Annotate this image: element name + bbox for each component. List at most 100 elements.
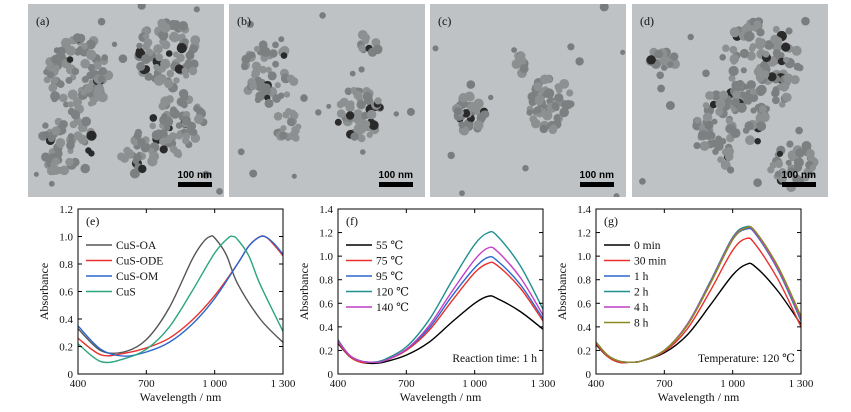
series-line [78, 235, 283, 364]
scale-bar-label-d: 100 nm [781, 170, 816, 181]
nanoparticle [287, 118, 296, 127]
nanoparticle [259, 65, 267, 74]
nanoparticle [458, 121, 466, 129]
nanoparticle [132, 157, 140, 165]
nanoparticle [80, 163, 90, 174]
panel-label: (g) [604, 214, 618, 228]
y-tick-label: 0.2 [59, 342, 73, 354]
nanoparticle [286, 74, 295, 83]
nanoparticle [143, 38, 153, 47]
nanoparticle [143, 33, 150, 40]
nanoparticle [350, 87, 357, 94]
nanoparticle [185, 51, 195, 60]
nanoparticle [149, 114, 158, 122]
nanoparticle [216, 188, 223, 195]
nanoparticle [175, 131, 184, 140]
nanoparticle [42, 131, 50, 139]
nanoparticle [727, 166, 735, 174]
nanoparticle [533, 106, 542, 114]
nanoparticle [728, 74, 736, 82]
nanoparticle [183, 72, 190, 79]
nanoparticle [241, 54, 251, 64]
y-tick-label: 1.2 [319, 228, 333, 240]
nanoparticle [567, 43, 575, 51]
nanoparticle [693, 142, 701, 150]
nanoparticle [374, 97, 382, 105]
nanoparticle [50, 91, 61, 102]
nanoparticle [264, 98, 274, 108]
nanoparticle [161, 113, 168, 120]
nanoparticle [795, 148, 805, 158]
nanoparticle [159, 137, 168, 146]
nanoparticle [350, 132, 359, 141]
nanoparticle [358, 66, 365, 73]
nanoparticle [779, 82, 789, 92]
nanoparticle [731, 98, 738, 105]
nanoparticle [255, 91, 265, 101]
x-tick-label: 400 [330, 378, 347, 390]
nanoparticle [782, 92, 792, 102]
nanoparticle [544, 88, 555, 99]
nanoparticle [295, 123, 302, 130]
nanoparticle [461, 109, 471, 118]
nanoparticle [559, 107, 569, 118]
nanoparticle [808, 156, 814, 163]
nanoparticle [118, 54, 128, 63]
nanoparticle [757, 38, 766, 47]
nanoparticle [753, 178, 762, 187]
nanoparticle [786, 140, 794, 148]
nanoparticle [251, 61, 261, 71]
nanoparticle [81, 43, 88, 50]
nanoparticle [467, 101, 478, 112]
legend-entry: CuS [116, 287, 136, 299]
nanoparticle [278, 36, 285, 43]
y-tick-label: 1.0 [59, 232, 73, 244]
nanoparticle [117, 152, 126, 161]
nanoparticle [772, 96, 780, 105]
nanoparticle [654, 49, 664, 59]
nanoparticle [772, 49, 781, 58]
y-tick-label: 0 [586, 369, 592, 381]
nanoparticle [129, 168, 140, 179]
nanoparticle [745, 135, 755, 146]
nanoparticle [753, 20, 761, 28]
nanoparticle [743, 84, 749, 90]
nanoparticle [251, 72, 258, 79]
nanoparticle [57, 80, 65, 88]
nanoparticle [575, 57, 584, 66]
nanoparticle [366, 109, 377, 120]
tem-particles-a [28, 4, 224, 197]
x-tick-label: 1 300 [531, 378, 556, 390]
nanoparticle [67, 89, 78, 100]
nanoparticle [357, 30, 368, 40]
x-axis-label: Wavelength / nm [400, 390, 482, 404]
nanoparticle [459, 190, 465, 197]
nanoparticle [656, 71, 664, 80]
x-tick-label: 1 300 [271, 378, 296, 390]
nanoparticle [559, 79, 570, 89]
nanoparticle [344, 87, 353, 96]
nanoparticle [47, 135, 55, 143]
chart-annotation: Reaction time: 1 h [452, 353, 537, 365]
nanoparticle [161, 40, 171, 50]
y-tick-label: 0.4 [59, 314, 73, 326]
nanoparticle [705, 91, 714, 100]
nanoparticle [739, 48, 749, 59]
nanoparticle [750, 88, 757, 95]
chart-annotation: Temperature: 120 ℃ [698, 353, 795, 365]
nanoparticle [160, 58, 171, 69]
nanoparticle [50, 76, 59, 84]
y-tick-label: 0.6 [59, 287, 73, 299]
nanoparticle [809, 164, 816, 171]
y-tick-label: 0.8 [59, 259, 73, 271]
nanoparticle [771, 88, 780, 97]
panel-label-c: (c) [438, 14, 452, 28]
nanoparticle [345, 102, 355, 113]
nanoparticle [339, 97, 349, 107]
nanoparticle [165, 50, 173, 57]
nanoparticle [272, 41, 279, 49]
nanoparticle [793, 62, 802, 71]
legend-entry: 30 min [634, 256, 667, 268]
y-tick-label: 0.8 [319, 275, 333, 287]
panel-label-b: (b) [237, 14, 251, 28]
